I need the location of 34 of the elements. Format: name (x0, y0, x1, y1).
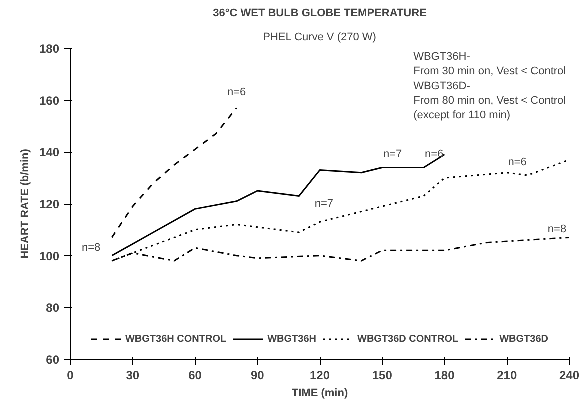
y-tick-label: 160 (39, 94, 60, 108)
legend-label: WBGT36H CONTROL (125, 334, 227, 344)
y-tick-label: 120 (39, 198, 60, 212)
x-tick-label: 90 (250, 368, 265, 382)
legend-label: WBGT36D (500, 334, 549, 344)
y-tick-label: 100 (39, 249, 60, 264)
annotation: WBGT36D- From 80 min on, Vest < Control (except for 110 min) (414, 80, 566, 122)
chart-subtitle: PHEL Curve V (270 W) (263, 32, 376, 44)
x-tick-label: 210 (497, 368, 518, 382)
x-tick-label: 0 (67, 368, 74, 382)
annotation: WBGT36H- From 30 min on, Vest < Control (414, 51, 566, 78)
y-tick-label: 80 (46, 301, 60, 316)
chart-title: 36°C WET BULB GLOBE TEMPERATURE (213, 8, 427, 20)
annotation: n=6 (508, 156, 527, 168)
annotation: n=7 (314, 198, 334, 210)
x-tick-label: 60 (188, 368, 202, 382)
x-axis-title: TIME (min) (292, 388, 348, 400)
legend-label: WBGT36D CONTROL (358, 334, 459, 344)
annotation: n=8 (548, 224, 567, 236)
y-tick-label: 140 (39, 146, 60, 160)
annotation: n=8 (82, 242, 101, 254)
x-tick-label: 120 (310, 368, 330, 382)
line-series (111, 107, 238, 238)
y-tick-label: 180 (39, 42, 60, 56)
x-tick-label: 150 (372, 368, 393, 382)
annotation: n=6 (228, 86, 246, 98)
annotation: n=6 (425, 148, 444, 161)
x-tick-label: 180 (434, 368, 456, 382)
x-tick-label: 30 (126, 368, 140, 382)
x-tick-label: 240 (559, 368, 580, 382)
y-tick-label: 60 (46, 353, 60, 367)
legend-label: WBGT36H (268, 334, 316, 344)
y-axis-title: HEART RATE (b/min) (19, 148, 32, 259)
annotation: n=7 (383, 148, 402, 161)
